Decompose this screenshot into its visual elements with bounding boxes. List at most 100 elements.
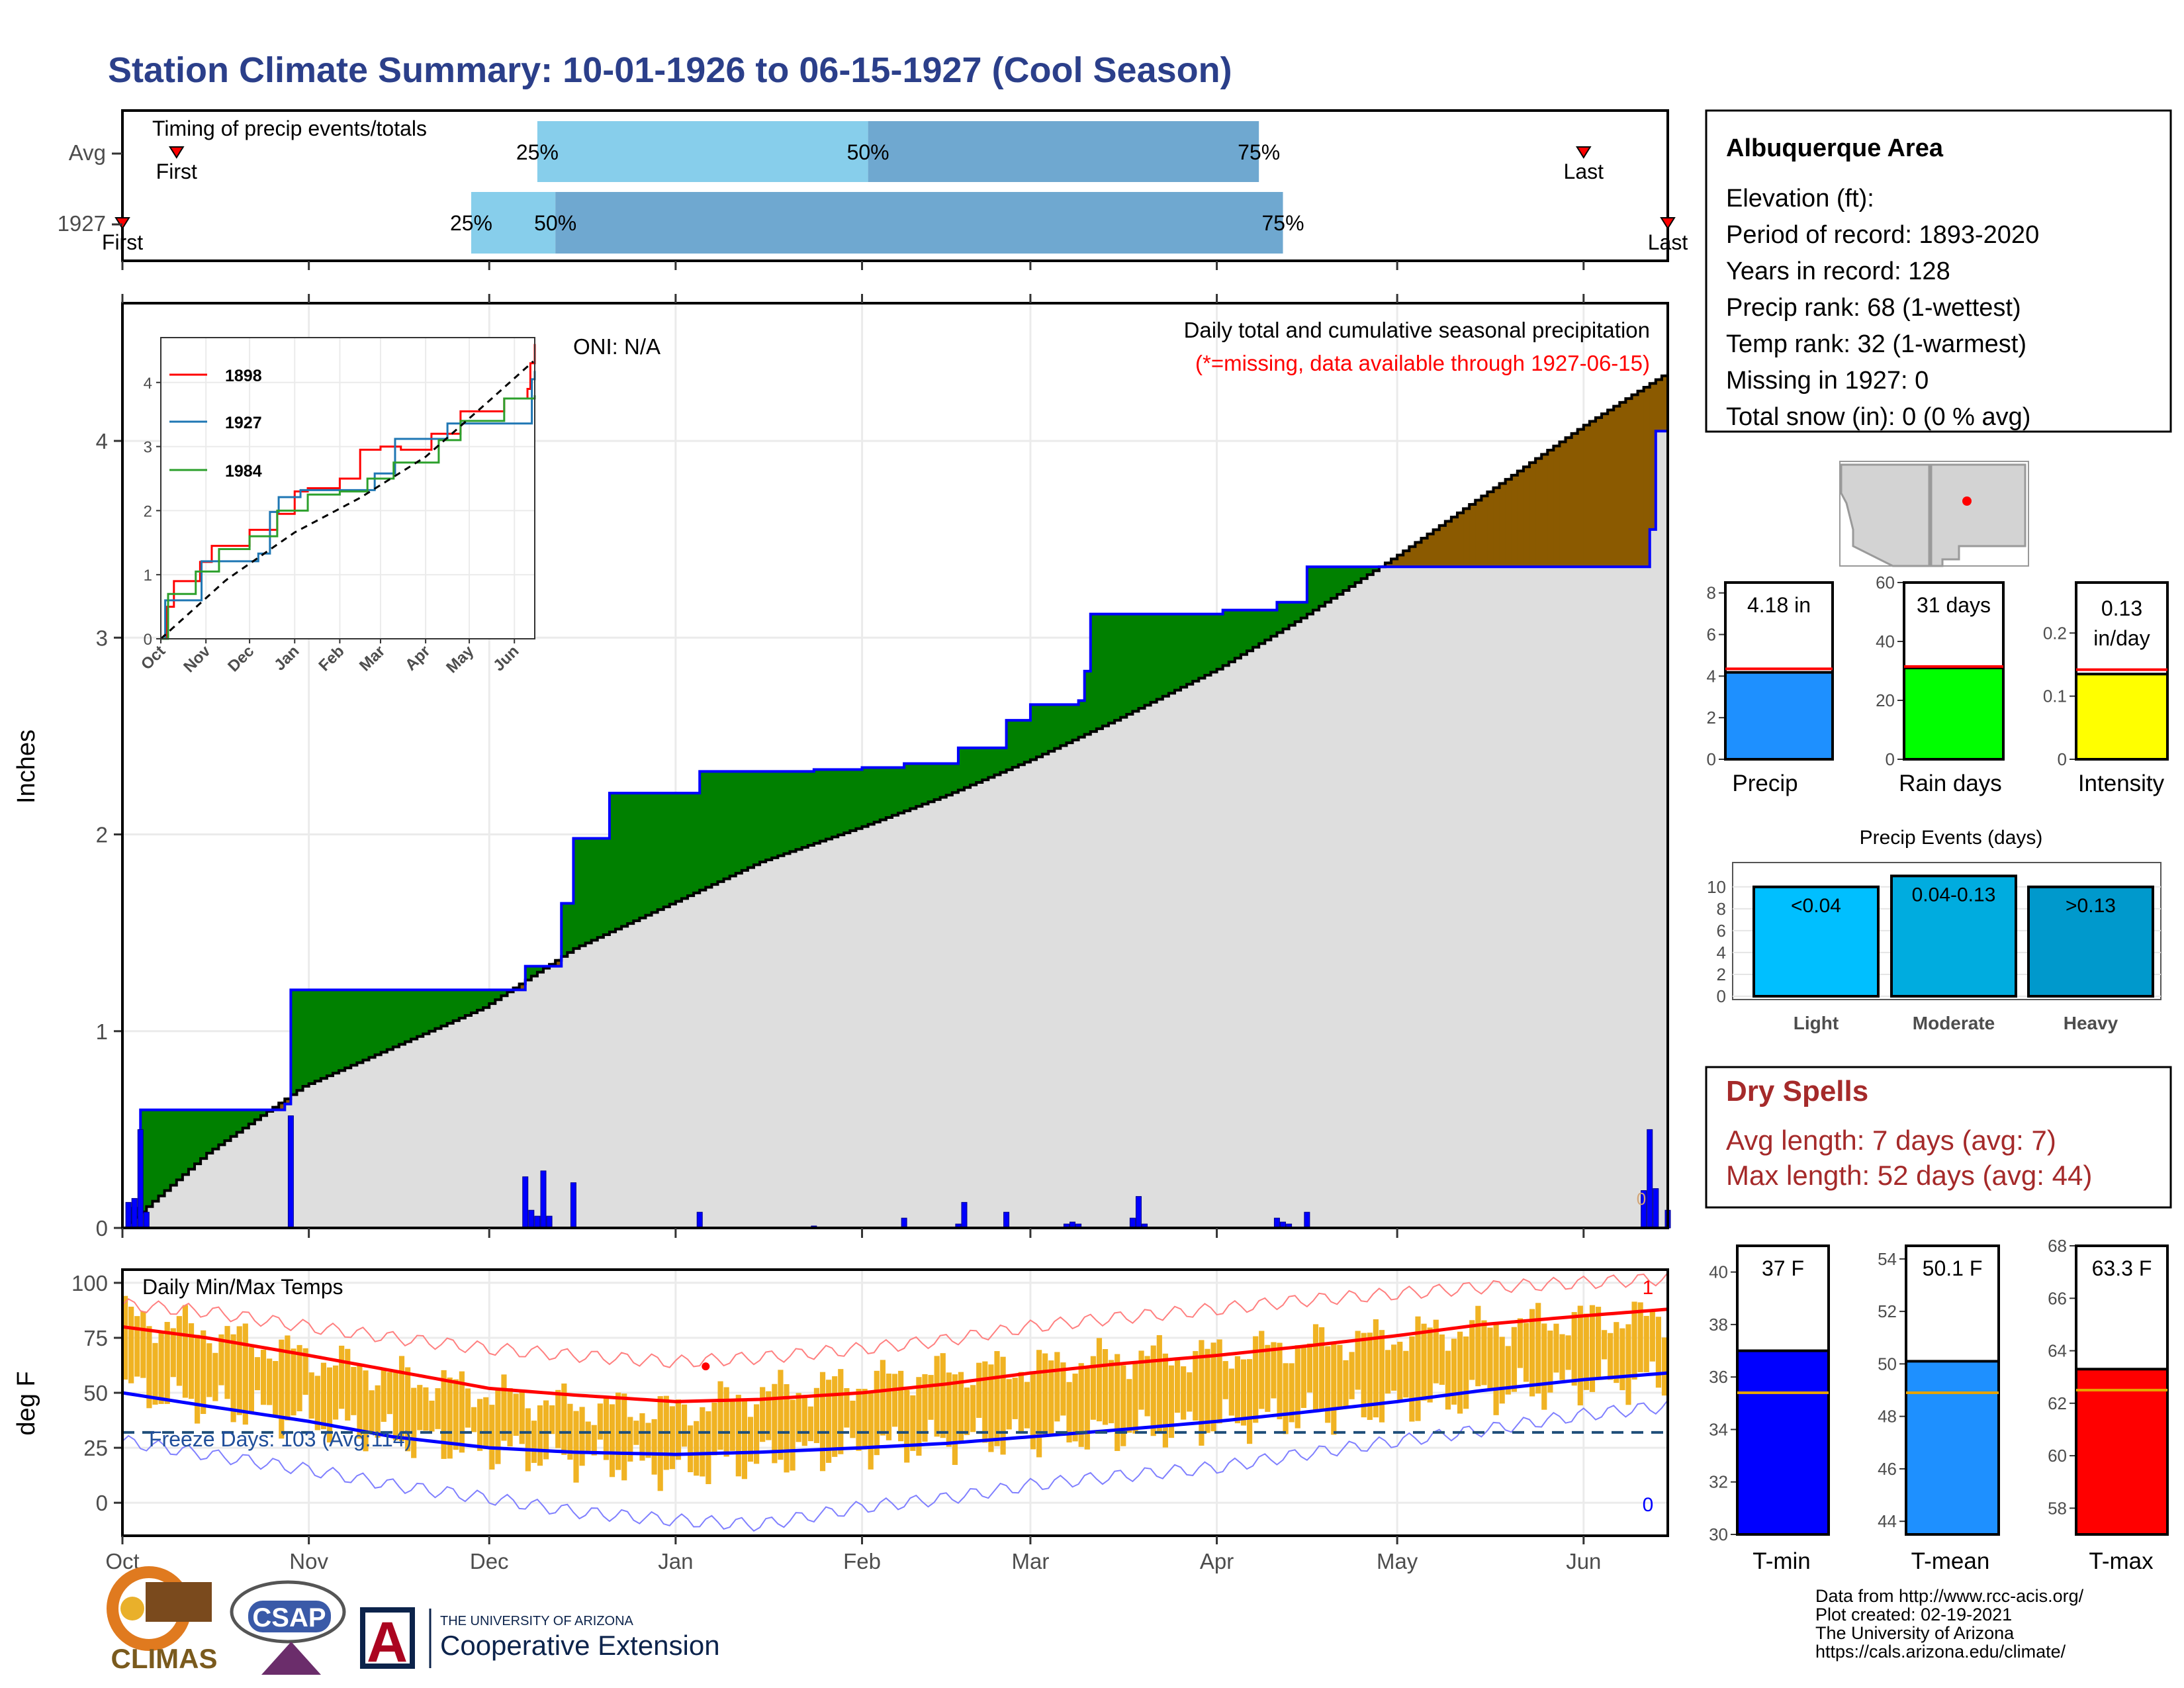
daily-temp-range-bar	[964, 1387, 970, 1435]
above-average-band	[603, 838, 610, 935]
above-average-band	[1012, 720, 1019, 768]
daily-temp-range-bar	[807, 1406, 813, 1442]
above-average-band	[1018, 720, 1025, 765]
summary-value-text-0: 4.18 in	[1747, 593, 1811, 617]
daily-temp-range-bar	[1162, 1353, 1168, 1448]
below-average-band	[273, 1107, 279, 1110]
above-average-band	[1199, 614, 1206, 679]
above-average-band	[206, 1109, 213, 1154]
below-average-band	[1493, 487, 1500, 567]
daily-temp-range-bar	[603, 1398, 610, 1460]
daily-temp-range-bar	[868, 1391, 874, 1470]
info-precip-rank: Precip rank: 68 (1-wettest)	[1726, 294, 2021, 322]
record-high-marker	[702, 1362, 710, 1371]
inset-line-1927	[161, 371, 536, 640]
timing-pct25-label: 25%	[450, 211, 492, 235]
events-bin-label: <0.04	[1791, 895, 1841, 917]
daily-temp-range-bar	[585, 1421, 591, 1454]
timing-bar-q2-1927	[471, 192, 556, 254]
summary-ytick-label: 0.1	[2043, 686, 2067, 706]
below-average-band	[1505, 479, 1512, 567]
inset-line-1984	[161, 395, 536, 640]
daily-precip-bar	[1129, 1217, 1136, 1229]
month-label: Feb	[843, 1549, 881, 1573]
daily-precip-bar	[125, 1201, 132, 1229]
footer-line-source: Data from http://www.rcc-acis.org/	[1815, 1586, 2084, 1606]
daily-temp-range-bar	[1096, 1338, 1103, 1422]
below-average-band	[1559, 442, 1567, 567]
daily-temp-range-bar	[1090, 1356, 1096, 1420]
ua-logo-big-text: Cooperative Extension	[440, 1630, 720, 1661]
above-average-band	[345, 990, 351, 1068]
temp-panel-frame	[121, 1268, 1669, 1537]
above-average-band	[1295, 602, 1302, 622]
below-average-band	[1409, 546, 1416, 567]
daily-temp-range-bar	[1300, 1346, 1306, 1408]
daily-precip-bar	[570, 1182, 576, 1229]
month-label: Jan	[658, 1549, 693, 1573]
daily-temp-range-bar	[1643, 1315, 1649, 1372]
summary-bar-charts: 0 2 4 6 8 4.18 in 0 20 40 60 31 days 0 0.1 0.2 0.13 in/…	[1707, 573, 2169, 769]
above-average-band	[1312, 567, 1320, 610]
daily-temp-range-bar	[778, 1370, 784, 1460]
daily-temp-range-bar	[862, 1389, 868, 1450]
daily-temp-range-bar	[1205, 1348, 1210, 1433]
daily-temp-range-bar	[1000, 1356, 1006, 1455]
events-bar-0	[1752, 885, 1880, 998]
above-average-band	[459, 990, 466, 1018]
above-average-band	[880, 767, 887, 820]
month-label: Apr	[1200, 1549, 1234, 1573]
daily-temp-range-bar	[994, 1351, 1000, 1446]
tempsum-ytick-label: 60	[2048, 1446, 2067, 1466]
month-axis-labels: Oct Nov Dec Jan Feb Mar Apr May Jun	[105, 1536, 1601, 1573]
above-average-band	[753, 771, 760, 865]
daily-temp-range-bar	[260, 1349, 267, 1405]
daily-temp-range-bar	[1571, 1312, 1577, 1386]
daily-temp-range-bar	[645, 1423, 651, 1458]
events-bar-2	[2027, 885, 2154, 998]
temp-ytick-label: 25	[83, 1436, 108, 1460]
daily-temp-range-bar	[844, 1387, 850, 1428]
freeze-days-label: Freeze Days: 103 (Avg:114)	[149, 1427, 412, 1451]
above-average-band	[796, 771, 803, 850]
daily-temp-range-bar	[1655, 1317, 1662, 1388]
daily-temp-range-bar	[314, 1376, 320, 1430]
last-event-label: Last	[1564, 160, 1604, 183]
below-average-band	[1619, 402, 1627, 567]
daily-temp-range-bar	[988, 1364, 994, 1452]
summary-value-bar-2	[2075, 673, 2169, 761]
below-average-band	[1577, 429, 1584, 567]
record-high-line	[122, 1272, 1668, 1368]
daily-temp-range-bar	[1529, 1309, 1535, 1397]
above-average-band	[976, 747, 983, 782]
daily-temp-range-bar	[459, 1371, 465, 1453]
summary-ytick-label: 8	[1707, 583, 1716, 603]
above-average-band	[1216, 614, 1224, 669]
above-average-band	[170, 1109, 177, 1186]
daily-temp-range-bar	[1409, 1336, 1415, 1422]
above-average-band	[525, 966, 532, 980]
first-event-label: First	[102, 230, 143, 254]
above-average-band	[813, 769, 821, 843]
above-average-band	[182, 1109, 189, 1175]
climas-logo-block	[146, 1582, 212, 1622]
events-bin-label: >0.13	[2066, 895, 2116, 917]
daily-temp-range-bar	[1289, 1363, 1295, 1423]
below-average-band	[1661, 375, 1668, 432]
below-average-band	[555, 960, 562, 966]
above-average-band	[351, 990, 357, 1066]
daily-temp-range-bar	[1361, 1333, 1367, 1418]
month-label: May	[1377, 1549, 1418, 1573]
above-average-band	[201, 1109, 207, 1159]
daily-temp-range-bar	[411, 1387, 417, 1458]
daily-temp-range-bar	[1547, 1331, 1553, 1393]
daily-temp-range-bar	[1505, 1346, 1511, 1395]
daily-temp-range-bar	[363, 1370, 369, 1452]
above-average-band	[1240, 610, 1248, 655]
daily-temp-range-bar	[195, 1335, 201, 1424]
daily-temp-range-bar	[1331, 1344, 1337, 1435]
above-average-band	[152, 1109, 159, 1201]
daily-temp-range-bar	[723, 1387, 729, 1457]
info-years: Years in record: 128	[1726, 258, 1950, 285]
daily-temp-range-bar	[1553, 1323, 1559, 1373]
